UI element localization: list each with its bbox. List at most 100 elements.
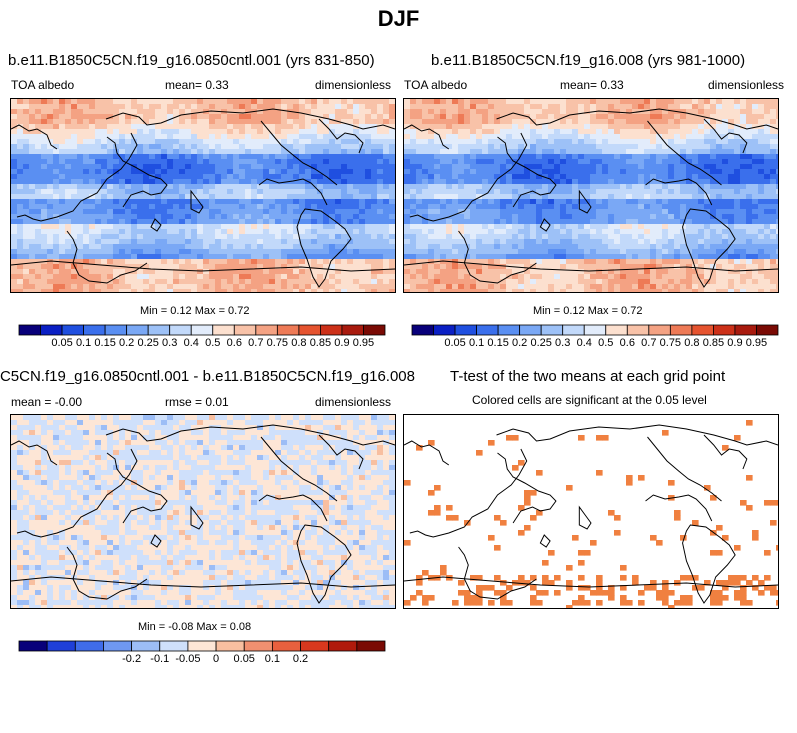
map-cell (656, 154, 663, 160)
map-cell (59, 114, 66, 120)
map-cell (185, 194, 192, 200)
map-cell (83, 114, 90, 120)
map-cell (305, 174, 312, 180)
map-cell (23, 244, 30, 250)
map-cell (668, 174, 675, 180)
map-cell (347, 169, 354, 175)
map-cell (644, 264, 651, 270)
map-cell (698, 259, 705, 265)
map-cell (191, 284, 198, 290)
map-cell (500, 104, 507, 110)
map-cell (317, 109, 324, 115)
map-cell (662, 154, 669, 160)
map-cell (323, 119, 330, 125)
map-cell (185, 144, 192, 150)
map-cell (560, 219, 567, 225)
map-cell (518, 289, 525, 292)
map-cell (155, 134, 162, 140)
map-cell (281, 274, 288, 280)
map-cell (434, 184, 441, 190)
map-cell (269, 189, 276, 195)
map-cell (542, 174, 549, 180)
map-cell (728, 234, 735, 240)
map-cell (674, 154, 681, 160)
map-cell (686, 184, 693, 190)
map-cell (422, 289, 429, 292)
map-cell (83, 284, 90, 290)
map-cell (650, 149, 657, 155)
map-cell (65, 274, 72, 280)
map-cell (341, 104, 348, 110)
map-cell (203, 144, 210, 150)
map-cell (281, 99, 288, 105)
map-cell (203, 129, 210, 135)
map-cell (686, 189, 693, 195)
map-cell (311, 204, 318, 210)
map-cell (710, 164, 717, 170)
map-cell (329, 189, 336, 195)
map-cell (251, 274, 258, 280)
map-cell (608, 159, 615, 165)
map-cell (233, 289, 240, 292)
map-cell (365, 99, 372, 105)
map-cell (728, 284, 735, 290)
map-cell (746, 259, 753, 265)
map-cell (476, 244, 483, 250)
map-cell (149, 129, 156, 135)
map-cell (506, 239, 513, 245)
map-cell (227, 139, 234, 145)
map-cell (119, 119, 126, 125)
map-cell (530, 234, 537, 240)
map-cell (614, 129, 621, 135)
map-cell (692, 149, 699, 155)
map-cell (566, 194, 573, 200)
map-cell (275, 204, 282, 210)
map-cell (143, 249, 150, 255)
map-cell (125, 159, 132, 165)
map-cell (494, 209, 501, 215)
map-cell (65, 109, 72, 115)
colorbar-tick-label: 0.3 (162, 337, 177, 348)
map-cell (251, 179, 258, 185)
map-cell (722, 179, 729, 185)
map-cell (161, 239, 168, 245)
map-cell (698, 124, 705, 130)
map-cell (440, 269, 447, 275)
map-cell (371, 284, 378, 290)
map-cell (167, 259, 174, 265)
map-cell (542, 154, 549, 160)
map-cell (470, 164, 477, 170)
map-cell (524, 244, 531, 250)
map-cell (209, 179, 216, 185)
map-cell (335, 144, 342, 150)
map-cell (89, 289, 96, 292)
map-cell (518, 234, 525, 240)
map-cell (650, 209, 657, 215)
map-cell (353, 254, 360, 260)
map-cell (191, 199, 198, 205)
map-cell (41, 134, 48, 140)
map-cell (404, 284, 411, 290)
map-cell (107, 204, 114, 210)
map-cell (209, 289, 216, 292)
map-cell (554, 134, 561, 140)
map-cell (494, 144, 501, 150)
map-cell (632, 174, 639, 180)
map-cell (434, 129, 441, 135)
map-cell (464, 234, 471, 240)
map-cell (47, 204, 54, 210)
map-cell (650, 164, 657, 170)
map-cell (179, 199, 186, 205)
map-cell (149, 184, 156, 190)
map-cell (77, 219, 84, 225)
map-cell (404, 149, 411, 155)
map-cell (293, 119, 300, 125)
map-cell (119, 224, 126, 230)
map-cell (590, 169, 597, 175)
map-cell (11, 234, 18, 240)
map-cell (227, 259, 234, 265)
map-cell (728, 164, 735, 170)
map-cell (740, 264, 747, 270)
map-cell (518, 204, 525, 210)
map-cell (506, 234, 513, 240)
